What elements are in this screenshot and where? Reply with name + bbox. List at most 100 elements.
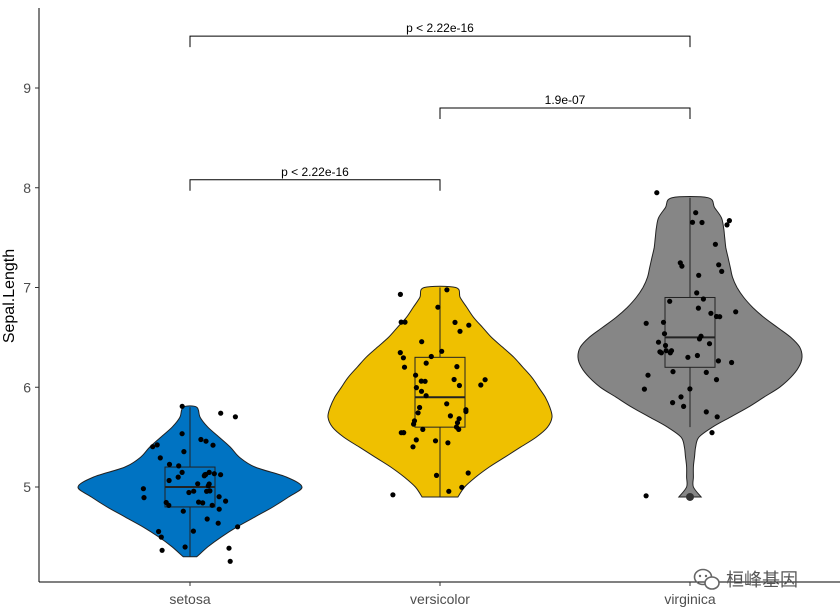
point-versicolor — [420, 426, 426, 432]
point-setosa — [166, 461, 173, 467]
point-setosa — [195, 481, 201, 487]
box-versicolor — [414, 356, 466, 428]
watermark: 桓峰基因 — [693, 568, 798, 591]
point-virginica — [687, 386, 693, 392]
point-virginica — [681, 403, 687, 409]
point-virginica — [685, 354, 691, 360]
point-versicolor — [459, 484, 465, 490]
point-setosa — [140, 486, 146, 492]
point-versicolor — [454, 420, 461, 426]
point-setosa — [157, 455, 163, 461]
point-versicolor — [423, 360, 429, 366]
point-virginica — [703, 409, 709, 415]
point-setosa — [215, 520, 221, 526]
point-setosa — [190, 528, 196, 534]
x-tick-label: setosa — [169, 591, 210, 607]
point-virginica — [719, 268, 725, 274]
point-versicolor — [478, 382, 484, 388]
wechat-icon — [693, 568, 720, 590]
point-versicolor — [402, 319, 408, 325]
point-versicolor — [417, 404, 423, 411]
point-virginica — [678, 394, 684, 400]
pvalue-label: p < 2.22e-16 — [406, 21, 474, 35]
y-axis-title: Sepal.Length — [1, 249, 18, 343]
point-setosa — [150, 444, 156, 450]
point-virginica — [679, 263, 685, 269]
violin-layer — [77, 196, 803, 558]
bracket-setosa-versicolor — [189, 179, 441, 191]
violin-versicolor — [327, 285, 553, 498]
significance-brackets: p < 2.22e-16 1.9e-07 p < 2.22e-16 — [189, 21, 691, 191]
point-virginica — [700, 296, 707, 302]
point-versicolor — [454, 364, 460, 370]
point-virginica — [694, 352, 701, 359]
point-virginica — [709, 430, 715, 436]
point-versicolor — [433, 472, 440, 478]
point-setosa — [216, 506, 222, 512]
point-setosa — [218, 410, 224, 416]
point-setosa — [159, 547, 165, 553]
pvalue-label: p < 2.22e-16 — [281, 165, 349, 179]
point-setosa — [158, 534, 164, 540]
point-versicolor — [413, 385, 419, 391]
point-setosa — [216, 494, 222, 500]
x-tick-label: virginica — [664, 591, 716, 607]
bracket-setosa-virginica — [189, 35, 691, 48]
point-versicolor — [413, 372, 419, 378]
point-setosa — [181, 449, 187, 455]
point-virginica — [695, 305, 702, 311]
point-virginica — [714, 414, 720, 420]
point-versicolor — [410, 444, 416, 450]
violin-setosa — [77, 405, 303, 558]
point-versicolor — [397, 350, 403, 356]
point-virginica — [668, 348, 675, 354]
point-virginica — [643, 320, 649, 326]
point-setosa — [206, 481, 212, 487]
point-virginica — [689, 219, 696, 225]
point-versicolor — [447, 413, 453, 419]
point-virginica — [661, 331, 668, 337]
point-setosa — [209, 502, 215, 508]
point-setosa — [175, 474, 181, 480]
point-setosa — [232, 414, 238, 420]
point-setosa — [179, 403, 185, 409]
point-versicolor — [444, 401, 450, 407]
point-virginica — [713, 377, 720, 383]
point-versicolor — [418, 378, 424, 384]
point-setosa — [156, 528, 162, 535]
point-versicolor — [456, 382, 462, 389]
point-virginica — [655, 339, 662, 345]
point-virginica — [670, 369, 676, 375]
point-versicolor — [411, 421, 417, 427]
y-tick-label: 9 — [23, 80, 31, 96]
outlier-virginica — [686, 492, 694, 501]
point-virginica — [706, 341, 713, 347]
point-versicolor — [401, 364, 408, 370]
jitter-points-layer — [140, 190, 739, 564]
point-setosa — [200, 500, 206, 506]
point-versicolor — [428, 353, 434, 360]
point-virginica — [713, 313, 720, 320]
point-virginica — [733, 309, 739, 315]
point-versicolor — [423, 393, 429, 399]
point-virginica — [729, 359, 735, 366]
point-virginica — [663, 348, 669, 354]
boxplot-layer — [164, 197, 716, 557]
point-setosa — [203, 438, 209, 444]
point-setosa — [226, 545, 232, 551]
axes: 5 6 7 8 9 setosa versicolor virginica — [23, 8, 840, 607]
point-setosa — [235, 524, 241, 530]
point-versicolor — [400, 355, 406, 361]
point-virginica — [724, 222, 730, 228]
point-setosa — [223, 498, 229, 504]
point-setosa — [211, 471, 217, 477]
point-setosa — [180, 508, 186, 514]
point-virginica — [670, 400, 676, 406]
point-versicolor — [465, 470, 471, 476]
point-versicolor — [398, 319, 404, 325]
point-versicolor — [401, 430, 407, 436]
point-virginica — [715, 358, 722, 364]
point-virginica — [716, 262, 722, 268]
violin-virginica — [577, 196, 803, 498]
point-versicolor — [466, 322, 472, 328]
